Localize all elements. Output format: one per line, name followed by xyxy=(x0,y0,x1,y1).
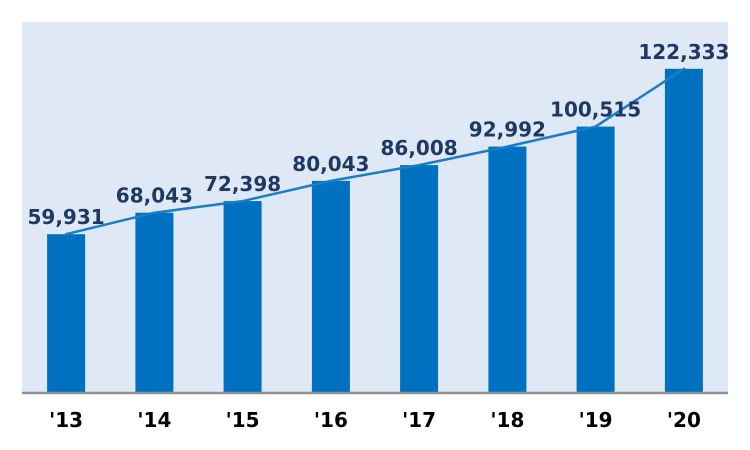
tick-label-20: '20 xyxy=(667,408,701,432)
bar-18[interactable] xyxy=(488,146,527,393)
tick-label-14: '14 xyxy=(137,408,171,432)
data-label-14: 68,043 xyxy=(116,184,193,208)
data-label-13: 59,931 xyxy=(28,205,105,229)
bar-16[interactable] xyxy=(311,180,350,393)
tick-label-13: '13 xyxy=(49,408,83,432)
bar-15[interactable] xyxy=(223,201,262,393)
data-label-16: 80,043 xyxy=(292,152,369,176)
data-label-20: 122,333 xyxy=(638,40,729,64)
bar-19[interactable] xyxy=(576,126,615,393)
bar-20[interactable] xyxy=(664,68,703,394)
trend-line[interactable] xyxy=(64,67,686,236)
data-label-19: 100,515 xyxy=(550,98,641,122)
tick-label-15: '15 xyxy=(226,408,260,432)
tick-label-16: '16 xyxy=(314,408,348,432)
bar-14[interactable] xyxy=(135,212,174,393)
bar-13[interactable] xyxy=(47,234,86,393)
bar-17[interactable] xyxy=(400,165,439,393)
tick-label-18: '18 xyxy=(490,408,524,432)
data-label-17: 86,008 xyxy=(381,136,458,160)
data-label-18: 92,992 xyxy=(469,118,546,142)
data-label-15: 72,398 xyxy=(204,172,281,196)
tick-label-17: '17 xyxy=(402,408,436,432)
tick-label-19: '19 xyxy=(579,408,613,432)
